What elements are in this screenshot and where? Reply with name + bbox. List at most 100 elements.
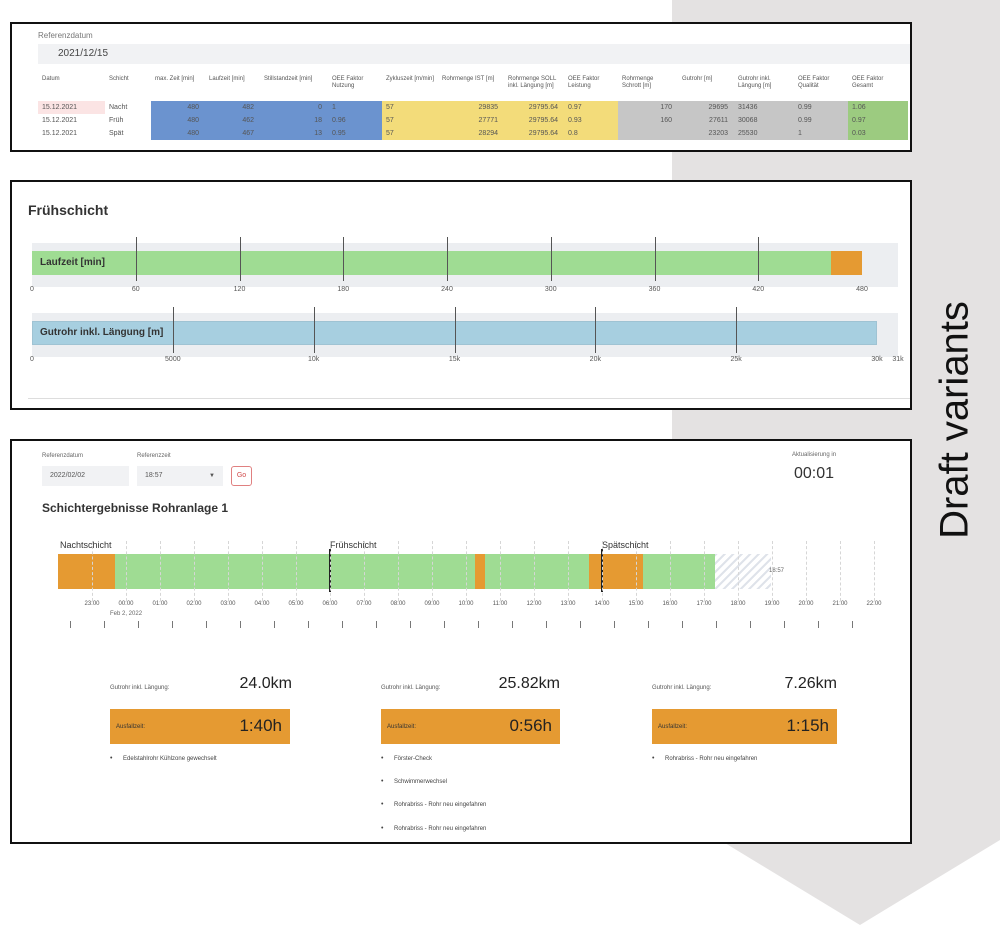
hour-tick [682,621,683,628]
table-cell: 29795.64 [504,127,564,140]
table-cell: 13 [260,127,328,140]
timeline-runtime-segment [643,554,715,589]
column-header[interactable]: max. Zeit [min] [155,76,195,82]
hour-tick [750,621,751,628]
good-pipe-label: Gutrohr inkl. Längung: [110,685,170,691]
divider [28,398,910,399]
hour-tick [818,621,819,628]
axis-tick-label: 60 [131,286,140,293]
table-cell: 467 [205,127,260,140]
table-cell: 27611 [678,114,734,127]
column-header[interactable]: OEE Faktor Nutzung [332,76,364,89]
axis-tick-label: 480 [856,286,868,293]
event-item: Rohrabriss - Rohr neu eingefahren [652,755,757,762]
table-cell: 18 [260,114,328,127]
hour-label: 08:00 [390,601,406,607]
grid-line [568,541,569,601]
runtime-bar-fill [32,251,831,275]
timeline-pending-segment [715,554,771,589]
table-cell: 28294 [438,127,504,140]
hour-tick [274,621,275,628]
downtime-value: 1:40h [239,716,282,735]
table-cell: 0 [260,101,328,114]
column-header[interactable]: Laufzeit [min] [209,76,245,82]
column-header[interactable]: Gutrohr inkl. Längung [m] [738,76,772,89]
table-cell: 1 [328,101,382,114]
timeline-downtime-segment [475,554,485,589]
axis-tick-label: 25k [730,356,742,363]
timeline-downtime-segment [58,554,115,589]
hour-label: 12:00 [526,601,542,607]
timeline-downtime-segment [589,554,643,589]
grid-line [364,541,365,601]
go-button[interactable]: Go [231,466,252,486]
panel-title: Schichtergebnisse Rohranlage 1 [42,501,229,515]
good-pipe-value: 7.26km [784,675,837,692]
table-cell: 57 [382,127,438,140]
table-cell: 57 [382,114,438,127]
hour-label: 02:00 [186,601,202,607]
hour-tick [478,621,479,628]
axis-tick [654,237,656,281]
column-header[interactable]: Rohrmenge Schrott [m] [622,76,654,89]
hour-tick [444,621,445,628]
hour-tick [648,621,649,628]
reference-date-label: Referenzdatum [42,453,84,459]
reference-time-select[interactable]: 18:57 ▼ [137,466,223,486]
reference-time-label: Referenzzeit [137,453,171,459]
column-header[interactable]: OEE Faktor Gesamt [852,76,884,89]
table-cell: 31436 [734,101,794,114]
table-cell: 0.99 [794,114,848,127]
column-header[interactable]: OEE Faktor Leistung [568,76,600,89]
axis-tick-label: 20k [589,356,601,363]
table-cell: 0.99 [794,101,848,114]
column-header[interactable]: Schicht [109,76,129,82]
column-header[interactable]: Rohrmenge IST [m] [442,76,495,82]
hour-label: 07:00 [356,601,372,607]
hour-tick [138,621,139,628]
table-cell: 0.03 [848,127,908,140]
column-header[interactable]: OEE Faktor Qualität [798,76,830,89]
column-header[interactable]: Zykluszeit [m/min] [386,76,435,82]
grid-line [534,541,535,601]
event-item: Förster-Check [381,755,432,762]
reference-date-input[interactable]: 2021/12/15 [38,44,910,64]
event-item: Rohrabriss - Rohr neu eingefahren [381,801,486,808]
current-time-label: 18:57 [769,568,785,574]
table-cell: 23203 [678,127,734,140]
column-header[interactable]: Stillstandzeit [min] [264,76,313,82]
timeline-runtime-segment [115,554,475,589]
grid-line [840,541,841,601]
grid-line [466,541,467,601]
axis-tick-label: 180 [337,286,350,293]
table-row: 15.12.2021 Nacht 480 482 0 1 57 29835 29795.64 0.… [38,101,910,114]
downtime-label: Ausfallzeit: [658,724,688,730]
reference-date-input[interactable]: 2022/02/02 [42,466,129,486]
table-cell: Früh [109,117,124,124]
table-cell: 462 [205,114,260,127]
hour-tick [172,621,173,628]
axis-tick [172,307,174,353]
table-row: 15.12.2021 Früh 480 462 18 0.96 57 27771 29795.6… [38,114,910,127]
table-cell: 29835 [438,101,504,114]
column-header[interactable]: Rohrmenge SOLL inkl. Längung [m] [508,76,557,89]
table-cell: 0.97 [848,114,908,127]
early-shift-panel: Frühschicht Laufzeit [min] 0 60 120 180 240 3… [10,180,912,410]
good-pipe-value: 24.0km [239,675,292,692]
hour-label: 04:00 [254,601,270,607]
column-header[interactable]: Datum [42,76,60,82]
shift-label-late: Spätschicht [602,540,649,550]
column-header[interactable]: Gutrohr [m] [682,76,713,82]
table-cell [618,127,678,140]
table-cell: 160 [618,114,678,127]
table-cell: 29795.64 [504,114,564,127]
grid-line [772,541,773,601]
side-label: Draft variants [932,301,977,539]
hour-tick [240,621,241,628]
grid-line [874,541,875,601]
update-countdown: 00:01 [794,465,835,482]
hour-tick [104,621,105,628]
table-cell: 30068 [734,114,794,127]
panel-title: Frühschicht [28,202,109,218]
hour-label: 11:00 [492,601,508,607]
